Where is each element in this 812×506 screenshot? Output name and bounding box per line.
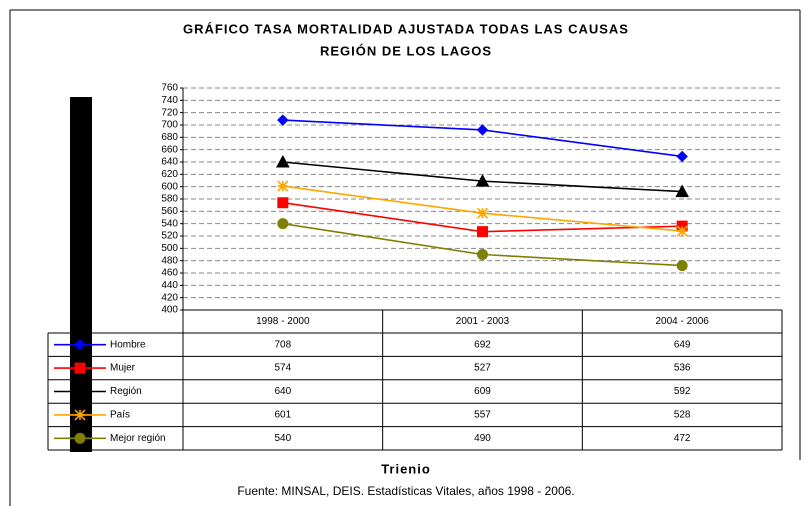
data-marker xyxy=(477,226,488,238)
table-value: 536 xyxy=(674,363,691,374)
table-value: 640 xyxy=(274,386,291,397)
source-note: Fuente: MINSAL, DEIS. Estadísticas Vital… xyxy=(237,484,574,498)
legend-label: Hombre xyxy=(110,339,146,350)
x-tick-label: 2004 - 2006 xyxy=(655,316,709,327)
y-tick-label: 700 xyxy=(161,120,178,131)
data-marker xyxy=(275,154,290,168)
table-value: 472 xyxy=(674,433,691,444)
y-tick-label: 720 xyxy=(161,107,178,118)
table-value: 609 xyxy=(474,386,491,397)
y-tick-label: 460 xyxy=(161,268,178,279)
table-value: 557 xyxy=(474,410,491,421)
chart-title: GRÁFICO TASA MORTALIDAD AJUSTADA TODAS L… xyxy=(183,21,629,36)
table-value: 528 xyxy=(674,410,691,421)
legend-label: País xyxy=(110,410,130,421)
legend-marker xyxy=(73,384,87,397)
y-tick-label: 760 xyxy=(161,83,178,94)
legend-label: Mejor región xyxy=(110,433,166,444)
data-marker xyxy=(676,225,688,237)
table-value: 708 xyxy=(274,339,291,350)
redaction xyxy=(70,97,92,452)
x-tick-label: 1998 - 2000 xyxy=(256,316,310,327)
data-marker xyxy=(676,150,688,163)
data-marker xyxy=(476,249,489,260)
table-value: 527 xyxy=(474,363,491,374)
y-tick-label: 560 xyxy=(161,206,178,217)
data-marker xyxy=(277,180,289,192)
data-marker xyxy=(476,124,489,136)
y-tick-label: 480 xyxy=(161,255,178,266)
table-value: 592 xyxy=(674,386,691,397)
table-value: 574 xyxy=(274,363,291,374)
y-tick-label: 640 xyxy=(161,157,178,168)
table-value: 490 xyxy=(474,433,491,444)
y-tick-label: 540 xyxy=(161,218,178,229)
y-tick-label: 600 xyxy=(161,181,178,192)
table-value: 649 xyxy=(674,339,691,350)
y-tick-label: 520 xyxy=(161,231,178,242)
table-value: 692 xyxy=(474,339,491,350)
legend-label: Región xyxy=(110,386,142,397)
table-value: 601 xyxy=(274,410,291,421)
legend-label: Mujer xyxy=(110,363,136,374)
x-axis-label: Trienio xyxy=(381,461,431,476)
y-tick-label: 660 xyxy=(161,144,178,155)
legend-marker xyxy=(74,432,86,444)
y-tick-label: 420 xyxy=(161,292,178,303)
y-tick-label: 400 xyxy=(161,305,178,316)
data-marker xyxy=(277,114,289,126)
table-value: 540 xyxy=(274,433,291,444)
y-tick-label: 500 xyxy=(161,243,178,254)
data-marker xyxy=(475,174,490,187)
data-marker xyxy=(676,260,688,272)
legend-marker xyxy=(74,362,86,374)
y-tick-label: 680 xyxy=(161,132,178,143)
x-tick-label: 2001 - 2003 xyxy=(456,316,510,327)
data-marker xyxy=(277,218,289,230)
legend-marker xyxy=(74,409,86,421)
data-marker xyxy=(277,197,289,209)
y-tick-label: 740 xyxy=(161,95,178,106)
data-marker xyxy=(675,184,690,198)
y-tick-label: 440 xyxy=(161,280,178,291)
y-tick-label: 580 xyxy=(161,194,178,205)
y-tick-label: 620 xyxy=(161,169,178,180)
chart-subtitle: REGIÓN DE LOS LAGOS xyxy=(320,43,492,58)
legend-marker xyxy=(74,338,86,351)
data-marker xyxy=(476,207,489,219)
